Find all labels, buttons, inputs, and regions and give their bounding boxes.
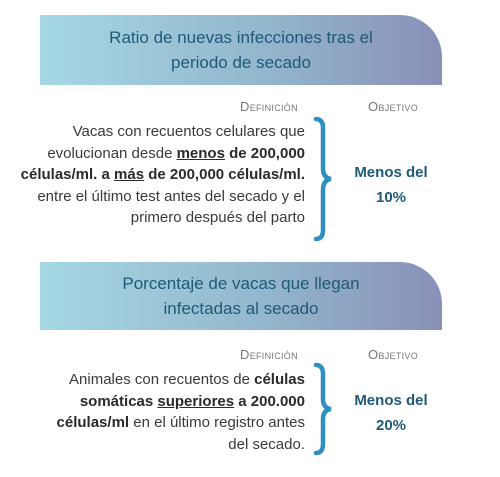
- objective-line: 10%: [375, 189, 407, 206]
- line: células/ml. a más de 200,000 células/ml.: [21, 164, 305, 186]
- title-banner: Porcentaje de vacas que llegan infectada…: [40, 262, 442, 330]
- line: evolucionan desde menos de 200,000: [21, 143, 305, 165]
- title-line: periodo de secado: [171, 53, 311, 72]
- line: células/ml en el último registro antes: [57, 412, 305, 434]
- title-line: infectadas al secado: [163, 299, 319, 318]
- title-line: Porcentaje de vacas que llegan: [122, 274, 360, 293]
- text-run: a 200.000: [234, 392, 305, 410]
- title-line: Ratio de nuevas infecciones tras el: [109, 28, 373, 47]
- text-run: evolucionan desde: [47, 144, 177, 162]
- objective: Menos del 10%: [345, 160, 437, 210]
- text-run: superiores: [157, 392, 235, 410]
- line: entre el último test antes del secado y …: [21, 186, 305, 208]
- text-run: del secado.: [228, 435, 305, 453]
- brace: [313, 116, 332, 242]
- objective-label: Objetivo: [368, 99, 419, 114]
- brace: [313, 362, 332, 456]
- line: somáticas superiores a 200.000: [57, 391, 305, 413]
- text-run: Animales con recuentos de: [69, 371, 255, 388]
- definition-label: Definición: [240, 347, 298, 362]
- text-run: células: [254, 371, 305, 388]
- line: Vacas con recuentos celulares que: [21, 121, 305, 143]
- objective-line: Menos del: [354, 164, 428, 181]
- objective-line: 20%: [375, 417, 407, 434]
- title-banner: Ratio de nuevas infecciones tras el peri…: [40, 15, 442, 85]
- text-run: células/ml. a: [20, 166, 115, 183]
- line: del secado.: [57, 434, 305, 456]
- text-run: en el último registro antes: [129, 414, 305, 431]
- definition-text: Animales con recuentos de células somáti…: [57, 369, 305, 455]
- text-run: de 200,000 células/ml.: [144, 166, 305, 183]
- text-run: primero después del parto: [130, 209, 305, 226]
- objective: Menos del 20%: [345, 388, 437, 438]
- section-title: Ratio de nuevas infecciones tras el peri…: [40, 25, 442, 75]
- line: Animales con recuentos de células: [57, 369, 305, 391]
- text-run: somáticas: [79, 392, 158, 410]
- line: primero después del parto: [21, 207, 305, 229]
- definition-label: Definición: [240, 99, 298, 114]
- text-run: entre el último test antes del secado y …: [37, 187, 305, 205]
- objective-label: Objetivo: [368, 347, 419, 362]
- objective-line: Menos del: [354, 392, 428, 409]
- section-title: Porcentaje de vacas que llegan infectada…: [40, 271, 442, 321]
- text-run: células/ml: [56, 414, 130, 431]
- definition-text: Vacas con recuentos celulares que evoluc…: [21, 121, 305, 229]
- text-run: de 200,000: [224, 144, 305, 162]
- text-run: más: [114, 166, 145, 183]
- text-run: Vacas con recuentos celulares que: [72, 123, 305, 140]
- text-run: menos: [176, 144, 225, 162]
